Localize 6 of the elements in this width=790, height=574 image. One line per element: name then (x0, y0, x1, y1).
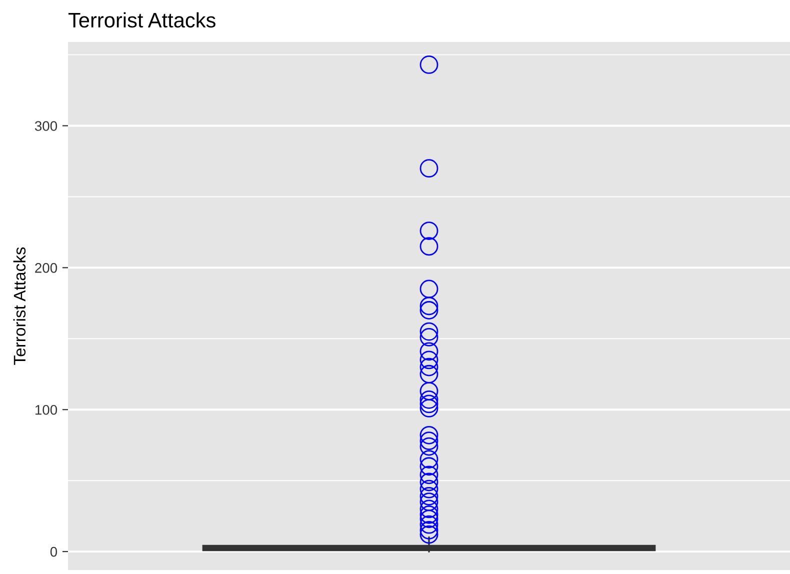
y-tick-label: 300 (34, 121, 58, 131)
y-tick-label: 100 (35, 404, 58, 415)
chart-title: Terrorist Attacks (68, 12, 216, 28)
y-tick-label: 200 (35, 263, 58, 273)
y-tick-label: 0 (50, 546, 58, 557)
y-axis-title: Terrorist Attacks (13, 247, 26, 365)
